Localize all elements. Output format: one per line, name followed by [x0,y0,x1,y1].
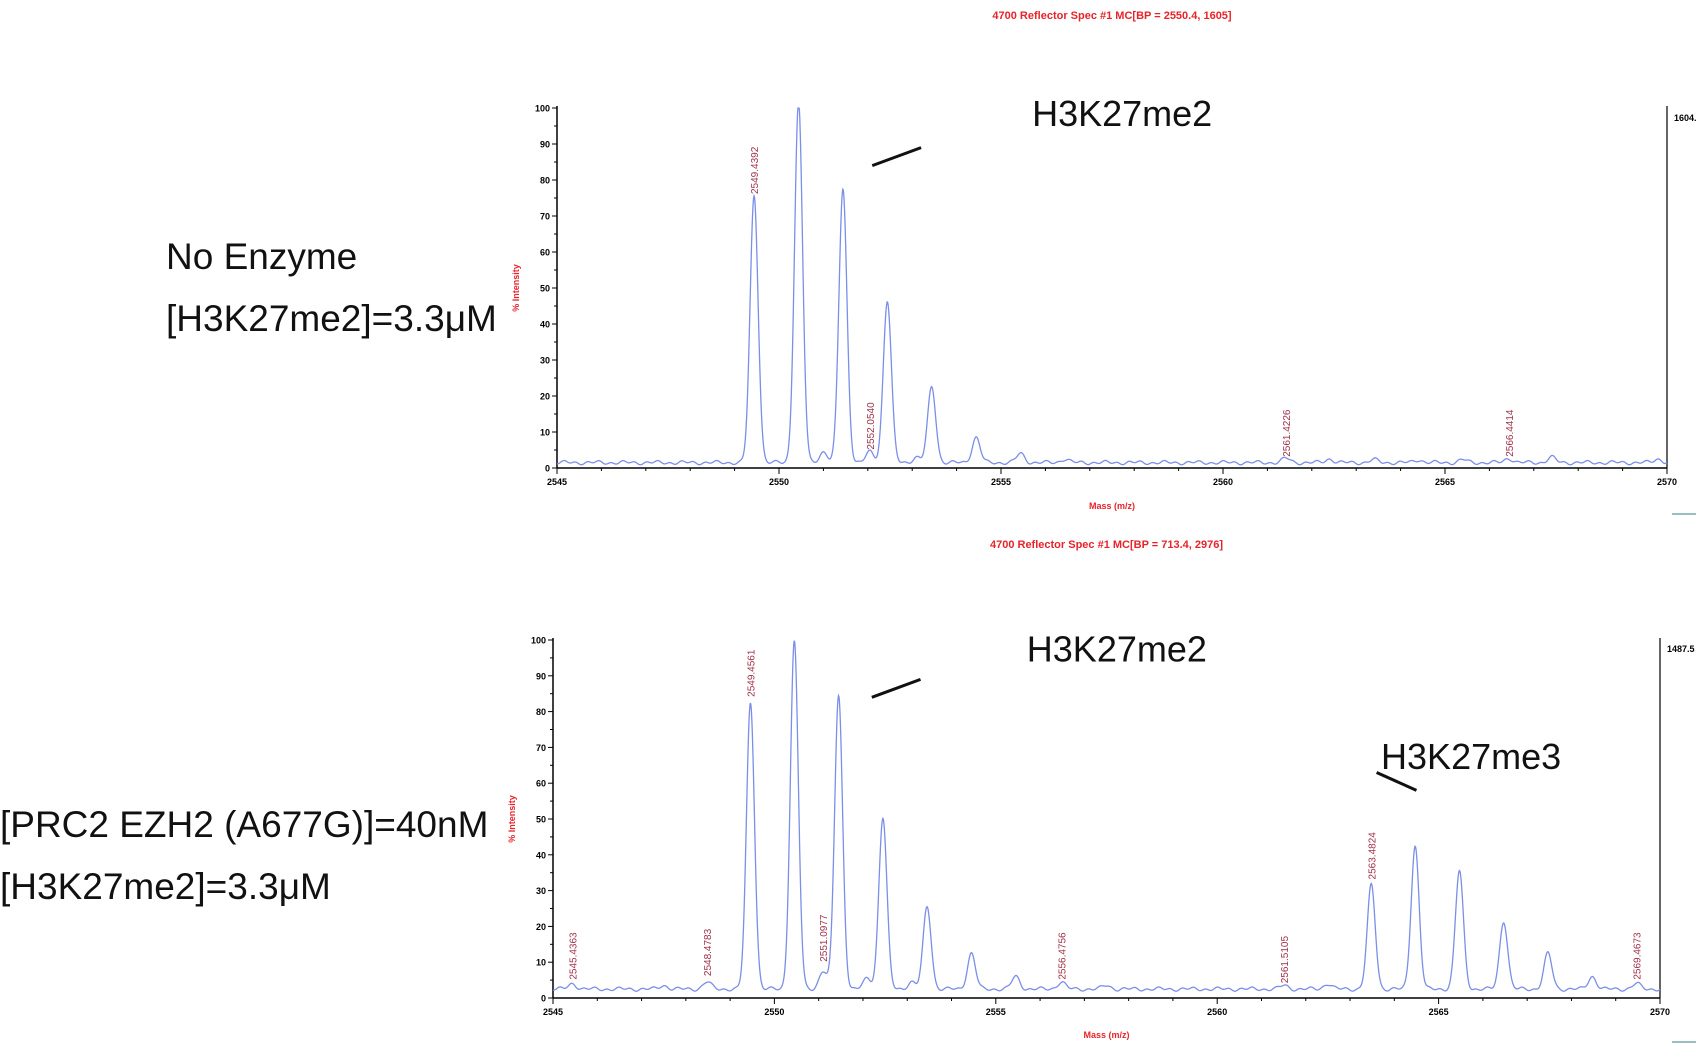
y-tick-label: 10 [540,428,550,438]
x-tick-label: 2560 [1213,477,1233,487]
y-tick-label: 100 [531,636,546,646]
y-tick-label: 40 [540,320,550,330]
y-tick-label: 0 [545,464,550,474]
x-tick-label: 2555 [991,477,1011,487]
y-tick-label: 20 [540,392,550,402]
x-tick-label: 2560 [1207,1007,1227,1017]
annotation-pointer-line [871,677,922,699]
condition-bottom-line1: [PRC2 EZH2 (A677G)]=40nM [0,804,489,845]
max-intensity-label: 1487.5 [1667,644,1695,654]
condition-top-line1: No Enzyme [166,236,358,277]
y-tick-label: 70 [536,743,546,753]
y-tick-label: 30 [540,356,550,366]
y-tick-label: 20 [536,922,546,932]
peak-mz-label: 2563.4824 [1367,832,1378,880]
annotation-label: H3K27me3 [1381,736,1561,777]
annotation-label: H3K27me2 [1032,93,1212,134]
annotation-pointer-line [1375,771,1418,792]
spectrum-trace [557,107,1668,466]
condition-top-line2: [H3K27me2]=3.3μM [166,298,497,339]
x-tick-label: 2545 [547,477,567,487]
y-tick-label: 90 [536,671,546,681]
peak-mz-label: 2556.4756 [1057,932,1068,980]
y-tick-label: 60 [536,779,546,789]
peak-mz-label: 2551.0977 [819,914,830,962]
x-tick-label: 2550 [764,1007,784,1017]
spectrum-trace [553,640,1661,992]
peak-mz-label: 2552.0540 [866,402,877,450]
y-axis-label: % Intensity [511,264,521,312]
peak-mz-label: 2566.4414 [1505,409,1516,457]
x-axis-label: Mass (m/z) [1083,1030,1129,1040]
x-tick-label: 2550 [769,477,789,487]
y-tick-label: 90 [540,140,550,150]
x-tick-label: 2565 [1429,1007,1449,1017]
y-tick-label: 10 [536,958,546,968]
peak-mz-label: 2569.4673 [1633,932,1644,980]
y-tick-label: 60 [540,248,550,258]
annotation-pointer-line [871,146,922,168]
peak-mz-label: 2545.4363 [568,932,579,980]
x-tick-label: 2555 [986,1007,1006,1017]
y-tick-label: 50 [536,815,546,825]
y-tick-label: 70 [540,212,550,222]
x-tick-label: 2545 [543,1007,563,1017]
condition-label-bottom: [PRC2 EZH2 (A677G)]=40nM [H3K27me2]=3.3μ… [0,806,488,930]
x-tick-label: 2570 [1657,477,1677,487]
y-tick-label: 50 [540,284,550,294]
y-tick-label: 100 [535,104,550,114]
peak-mz-label: 2549.4392 [750,146,761,194]
peak-mz-label: 2548.4783 [703,928,714,976]
x-tick-label: 2570 [1650,1007,1670,1017]
peak-mz-label: 2549.4561 [746,649,757,697]
annotation-label: H3K27me2 [1027,628,1207,669]
spectrum-header: 4700 Reflector Spec #1 MC[BP = 2550.4, 1… [992,10,1232,22]
spectrum-header: 4700 Reflector Spec #1 MC[BP = 713.4, 29… [990,539,1223,551]
peak-mz-label: 2561.5105 [1280,936,1291,984]
y-tick-label: 80 [536,707,546,717]
peak-mz-label: 2561.4226 [1282,409,1293,457]
y-axis-label: % Intensity [507,795,517,843]
x-tick-label: 2565 [1435,477,1455,487]
x-axis-label: Mass (m/z) [1089,501,1135,511]
max-intensity-label: 1604.7 [1674,113,1696,123]
y-tick-label: 0 [541,994,546,1004]
spectrum-panel-top: 4700 Reflector Spec #1 MC[BP = 2550.4, 1… [511,10,1696,511]
condition-bottom-line2: [H3K27me2]=3.3μM [0,866,331,907]
y-tick-label: 80 [540,176,550,186]
y-tick-label: 40 [536,850,546,860]
spectrum-panel-bottom: 4700 Reflector Spec #1 MC[BP = 713.4, 29… [507,539,1695,1040]
y-tick-label: 30 [536,886,546,896]
condition-label-top: No Enzyme [H3K27me2]=3.3μM [166,238,497,362]
